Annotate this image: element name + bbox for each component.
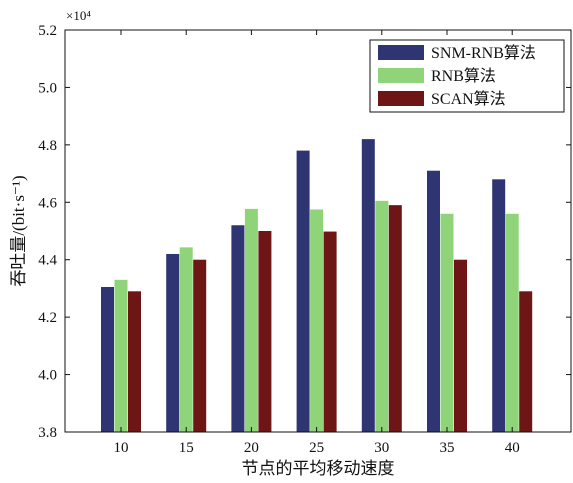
bar-rnb-25 bbox=[310, 209, 324, 432]
bar-snm-rnb-10 bbox=[101, 286, 114, 432]
x-tick-label: 25 bbox=[309, 440, 324, 456]
axes-frame bbox=[64, 29, 572, 433]
bar-scan-10 bbox=[128, 291, 141, 432]
bars-group bbox=[101, 139, 533, 432]
y-tick-label: 5.2 bbox=[38, 23, 57, 39]
bar-scan-30 bbox=[388, 205, 402, 432]
y-tick-label: 5.0 bbox=[38, 80, 57, 96]
bar-rnb-20 bbox=[244, 208, 258, 432]
bar-scan-15 bbox=[193, 259, 207, 432]
y-tick-label: 3.8 bbox=[38, 425, 57, 441]
y-tick-label: 4.6 bbox=[38, 195, 57, 211]
y-tick-label: 4.8 bbox=[38, 138, 57, 154]
x-tick-label: 30 bbox=[374, 440, 389, 456]
bar-scan-25 bbox=[323, 231, 337, 432]
legend-label: RNB算法 bbox=[431, 66, 496, 85]
legend-swatch bbox=[378, 68, 424, 83]
legend-label: SNM-RNB算法 bbox=[431, 43, 536, 62]
legend-swatch bbox=[378, 45, 424, 60]
bar-rnb-15 bbox=[179, 247, 193, 432]
x-axis-label: 节点的平均移动速度 bbox=[242, 459, 395, 478]
bar-rnb-30 bbox=[375, 200, 389, 432]
bar-scan-40 bbox=[519, 291, 533, 432]
x-tick-label: 10 bbox=[114, 440, 129, 456]
x-tick-label: 20 bbox=[244, 440, 259, 456]
bar-snm-rnb-30 bbox=[361, 139, 375, 432]
bar-snm-rnb-20 bbox=[231, 225, 245, 432]
y-axis-ticks: 3.8 4.0 4.2 4.4 4.6 4.8 5.0 5.2 bbox=[38, 23, 571, 441]
y-axis-label: 吞吐量/(bit·s⁻¹) bbox=[9, 175, 28, 286]
y-multiplier-label: ×10⁴ bbox=[66, 8, 91, 23]
x-tick-label: 15 bbox=[179, 440, 194, 456]
bar-scan-20 bbox=[258, 231, 272, 432]
y-tick-label: 4.4 bbox=[38, 253, 57, 269]
legend-label: SCAN算法 bbox=[431, 89, 506, 108]
bar-snm-rnb-40 bbox=[492, 179, 506, 432]
legend: SNM-RNB算法 RNB算法 SCAN算法 bbox=[369, 39, 565, 113]
x-tick-label: 40 bbox=[505, 440, 520, 456]
bar-scan-35 bbox=[454, 259, 467, 432]
y-tick-label: 4.0 bbox=[38, 368, 57, 384]
bar-rnb-35 bbox=[440, 213, 454, 432]
bar-rnb-40 bbox=[505, 213, 519, 432]
x-axis-ticks: 10 15 20 25 30 35 40 bbox=[114, 30, 520, 456]
legend-swatch bbox=[378, 91, 424, 106]
y-tick-label: 4.2 bbox=[38, 310, 57, 326]
bar-snm-rnb-35 bbox=[427, 170, 440, 432]
bar-snm-rnb-25 bbox=[296, 150, 310, 432]
bar-rnb-10 bbox=[114, 279, 128, 432]
x-tick-label: 35 bbox=[440, 440, 455, 456]
bar-snm-rnb-15 bbox=[166, 253, 180, 432]
